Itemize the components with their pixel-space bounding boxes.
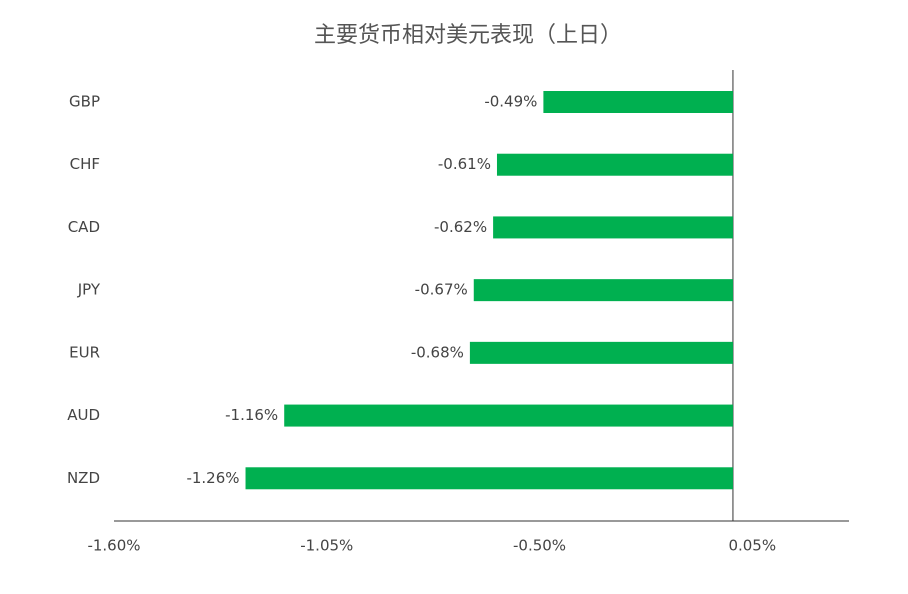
bar — [543, 91, 733, 113]
y-tick-label: AUD — [67, 406, 100, 424]
value-label: -0.62% — [434, 218, 487, 236]
y-tick-label: EUR — [69, 343, 100, 361]
bar — [496, 153, 733, 176]
x-tick-label: -0.50% — [513, 537, 566, 555]
value-label: -0.49% — [484, 93, 537, 111]
y-tick-label: CAD — [68, 218, 100, 236]
y-tick-label: GBP — [69, 93, 100, 111]
value-label: -0.67% — [415, 281, 468, 299]
value-label: -0.68% — [411, 343, 464, 361]
y-tick-label: NZD — [67, 469, 100, 487]
bar — [284, 404, 733, 427]
bar — [473, 279, 733, 302]
value-label: -1.26% — [186, 469, 239, 487]
x-tick-label: -1.05% — [300, 537, 353, 555]
bar — [469, 341, 733, 364]
y-tick-label: CHF — [70, 155, 100, 173]
y-tick-label: JPY — [77, 281, 101, 299]
x-tick-label: -1.60% — [87, 537, 140, 555]
bar — [493, 216, 733, 239]
value-label: -0.61% — [438, 155, 491, 173]
x-tick-label: 0.05% — [728, 537, 776, 555]
value-label: -1.16% — [225, 406, 278, 424]
chart-title: 主要货币相对美元表现（上日） — [314, 23, 622, 48]
bar — [245, 467, 733, 490]
